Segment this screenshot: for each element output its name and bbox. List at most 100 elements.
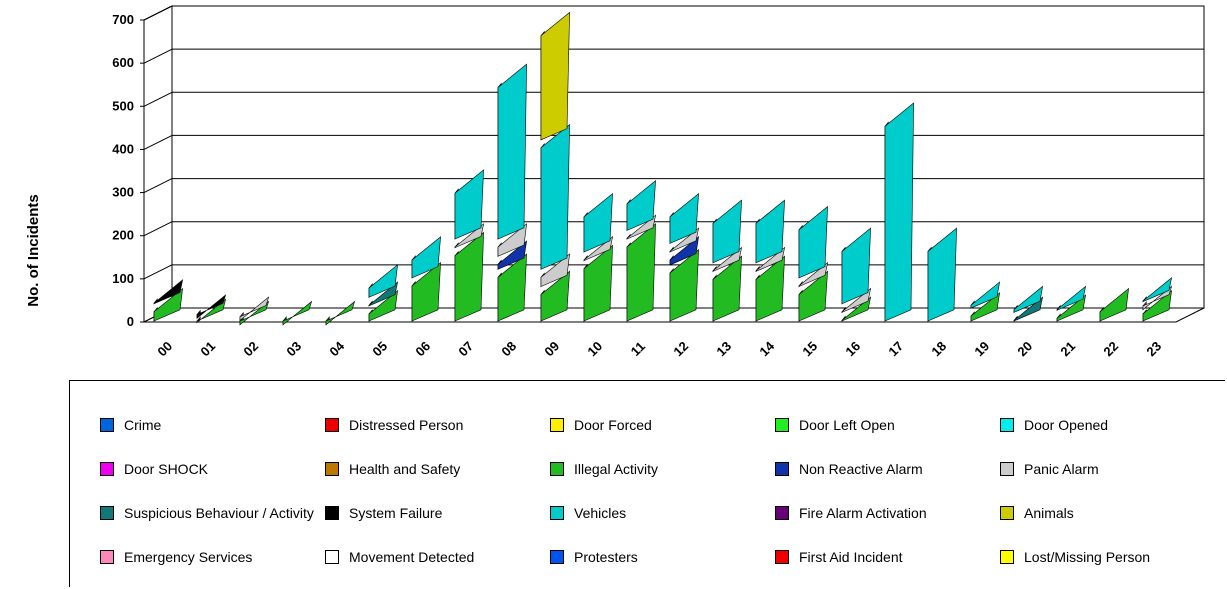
bar — [497, 253, 527, 322]
bar — [239, 300, 270, 326]
bar — [669, 236, 700, 266]
legend-label: Crime — [124, 417, 162, 433]
bar — [927, 227, 957, 322]
x-tick-label: 15 — [799, 338, 820, 359]
bar — [497, 223, 527, 257]
y-tick-label: 700 — [112, 12, 134, 27]
x-tick-label: 06 — [412, 338, 433, 359]
y-tick-label: 0 — [127, 314, 134, 329]
x-tick-label: 22 — [1100, 338, 1121, 359]
x-tick-label: 01 — [197, 338, 218, 359]
y-tick-label: 600 — [112, 55, 134, 70]
legend-label: Distressed Person — [349, 417, 464, 433]
chart-plot: 0 100 200 300 400 500 600 700 00 01 02 03 04 05 06 07 08… — [112, 5, 1205, 359]
gridline-side — [143, 91, 173, 107]
bar — [841, 227, 871, 305]
y-tick-label: 200 — [112, 228, 134, 243]
legend-item: Animals — [1000, 491, 1225, 535]
y-tick-label: 500 — [112, 98, 134, 113]
legend-label: Emergency Services — [124, 549, 253, 565]
bar — [755, 255, 785, 322]
gridline-side — [143, 5, 173, 21]
bar — [454, 169, 484, 240]
bar — [1013, 285, 1044, 313]
bar — [1099, 287, 1129, 322]
legend-item: Door SHOCK — [100, 447, 325, 491]
legend-swatch — [775, 506, 789, 520]
bar — [454, 231, 484, 322]
bar — [196, 294, 227, 319]
legend-item: Protesters — [550, 535, 775, 579]
legend-item: Illegal Activity — [550, 447, 775, 491]
bar — [1142, 276, 1173, 303]
legend-swatch — [100, 462, 114, 476]
legend-swatch — [325, 462, 339, 476]
bar — [153, 279, 184, 305]
bar — [626, 180, 656, 231]
legend-item: Movement Detected — [325, 535, 550, 579]
legend-label: Protesters — [574, 549, 638, 565]
x-tick-label: 04 — [326, 338, 347, 359]
legend-swatch — [1000, 550, 1014, 564]
legend-label: Panic Alarm — [1024, 461, 1099, 477]
legend-label: Door SHOCK — [124, 461, 209, 477]
legend-swatch — [100, 550, 114, 564]
bar — [325, 300, 356, 326]
y-tick-label: 400 — [112, 141, 134, 156]
y-axis-label: No. of Incidents — [8, 160, 58, 340]
x-tick-label: 09 — [541, 338, 562, 359]
back-wall — [171, 5, 1205, 309]
legend-label: System Failure — [349, 505, 443, 521]
gridline-side — [143, 221, 173, 237]
legend-swatch — [550, 418, 564, 432]
legend-item: First Aid Incident — [775, 535, 1000, 579]
x-tick-label: 21 — [1057, 338, 1078, 359]
legend-item: Panic Alarm — [1000, 447, 1225, 491]
legend-label: Fire Alarm Activation — [799, 505, 927, 521]
bar — [626, 223, 656, 322]
bar — [669, 192, 699, 244]
legend-label: Door Forced — [574, 417, 652, 433]
bar — [1056, 285, 1087, 311]
legend-label: Movement Detected — [349, 549, 475, 565]
legend-swatch — [775, 462, 789, 476]
legend-swatch — [775, 418, 789, 432]
x-tick-label: 05 — [369, 338, 390, 359]
x-tick-label: 08 — [498, 338, 519, 359]
x-tick-label: 07 — [455, 338, 476, 359]
legend-swatch — [550, 462, 564, 476]
legend-swatch — [325, 506, 339, 520]
legend-swatch — [775, 550, 789, 564]
legend-label: Door Left Open — [799, 417, 895, 433]
legend-item: Vehicles — [550, 491, 775, 535]
legend-swatch — [325, 550, 339, 564]
gridline-side — [143, 264, 173, 280]
bar — [153, 287, 183, 322]
x-tick-label: 23 — [1143, 338, 1164, 359]
bar — [583, 244, 613, 322]
legend-swatch — [325, 418, 339, 432]
bar — [583, 192, 613, 253]
x-tick-label: 20 — [1014, 338, 1035, 359]
y-axis-label-text: No. of Incidents — [24, 193, 42, 307]
legend-swatch — [1000, 506, 1014, 520]
bar — [411, 261, 441, 322]
x-tick-label: 17 — [885, 338, 906, 359]
x-tick-label: 12 — [670, 338, 691, 359]
bar — [755, 199, 785, 264]
left-wall — [143, 5, 173, 323]
legend-item: Door Opened — [1000, 403, 1225, 447]
legend-label: Lost/Missing Person — [1024, 549, 1151, 565]
legend-item: Door Forced — [550, 403, 775, 447]
legend-label: Non Reactive Alarm — [799, 461, 923, 477]
x-tick-label: 11 — [628, 339, 648, 359]
bar — [970, 281, 1001, 309]
bar — [970, 292, 1001, 322]
x-tick-label: 14 — [756, 338, 777, 359]
x-tick-label: 13 — [713, 338, 734, 359]
x-tick-label: 16 — [842, 338, 863, 359]
legend-item: Suspicious Behaviour / Activity — [100, 491, 325, 535]
bar — [368, 289, 398, 322]
legend-label: First Aid Incident — [799, 549, 903, 565]
bar — [196, 298, 227, 324]
